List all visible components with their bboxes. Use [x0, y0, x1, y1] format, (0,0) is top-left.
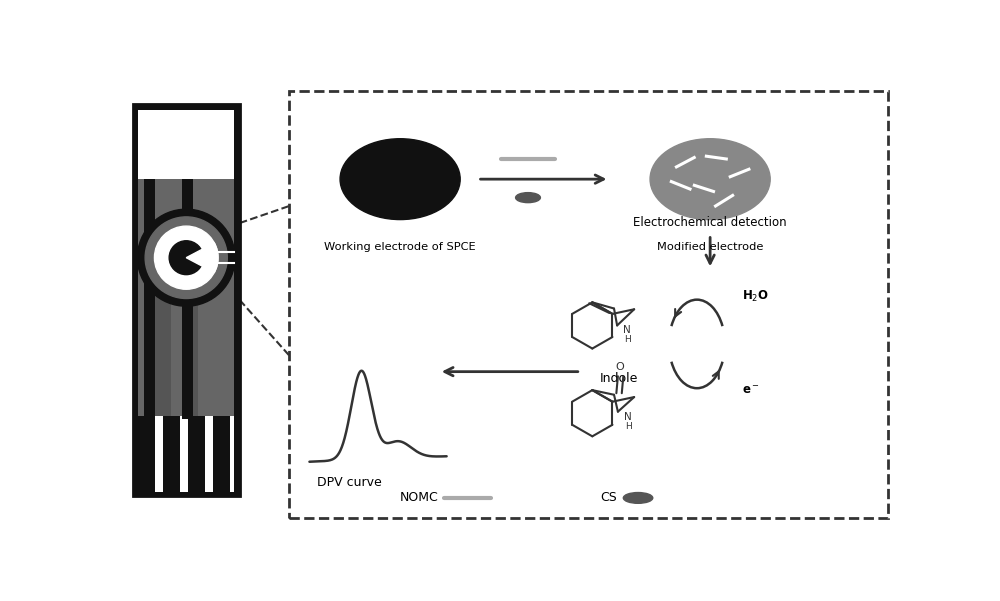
Text: O: O	[616, 362, 625, 373]
Bar	[182, 179, 193, 419]
Text: CS: CS	[600, 492, 617, 504]
Circle shape	[137, 209, 235, 306]
Bar	[213, 415, 230, 492]
Bar	[188, 415, 205, 492]
Circle shape	[145, 217, 227, 299]
Bar	[163, 415, 180, 492]
Bar	[138, 179, 234, 415]
Circle shape	[154, 226, 218, 289]
Text: N: N	[624, 412, 631, 422]
Text: H: H	[625, 422, 632, 431]
Circle shape	[169, 241, 203, 275]
Text: NOMC: NOMC	[400, 492, 439, 504]
Text: H: H	[625, 335, 631, 344]
Text: Electrochemical detection: Electrochemical detection	[633, 216, 787, 229]
Ellipse shape	[340, 139, 460, 219]
Bar	[144, 179, 155, 419]
Ellipse shape	[650, 139, 770, 219]
Bar	[133, 104, 240, 496]
Text: DPV curve: DPV curve	[317, 475, 382, 489]
Ellipse shape	[623, 493, 653, 503]
Polygon shape	[186, 243, 218, 272]
Bar	[182, 219, 198, 415]
Text: e$^-$: e$^-$	[742, 383, 760, 397]
Text: Working electrode of SPCE: Working electrode of SPCE	[324, 242, 476, 252]
Ellipse shape	[516, 193, 540, 203]
Bar	[138, 415, 155, 492]
Bar	[138, 110, 234, 179]
Text: H$_2$O: H$_2$O	[742, 288, 769, 304]
Bar	[289, 91, 888, 518]
Text: N: N	[623, 325, 631, 335]
Text: Indole: Indole	[599, 371, 638, 385]
Text: Modified electrode: Modified electrode	[657, 242, 763, 252]
Bar	[138, 415, 234, 492]
Bar	[154, 219, 171, 415]
